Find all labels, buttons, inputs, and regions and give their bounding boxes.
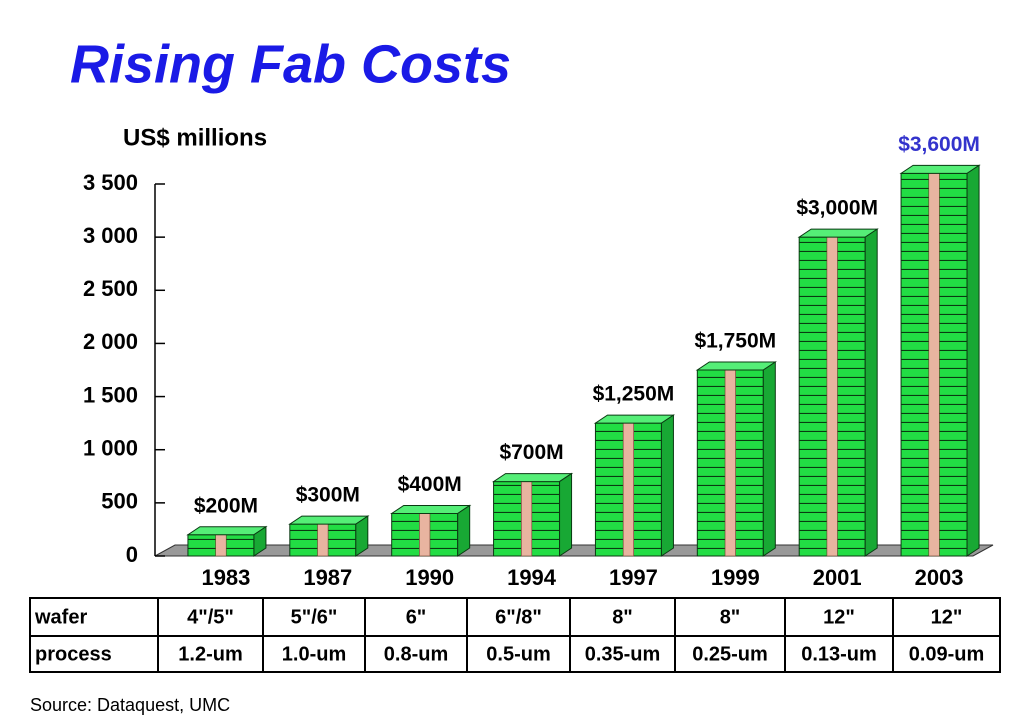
y-tick-label: 3 500	[83, 170, 138, 195]
bar-top	[593, 414, 676, 424]
value-label: $200M	[194, 494, 258, 517]
x-tick-label: 1983	[201, 565, 250, 590]
x-tick-label: 1999	[711, 565, 760, 590]
table-cell: 6"/8"	[495, 606, 542, 628]
y-tick-label: 1 500	[83, 382, 138, 407]
bar-top	[390, 504, 472, 514]
table-cell: 8"	[612, 606, 633, 628]
bar-band	[724, 369, 736, 557]
bar-top	[797, 228, 879, 238]
x-tick-label: 2001	[813, 565, 862, 590]
table-cell: process	[35, 643, 112, 665]
y-tick-label: 0	[126, 542, 138, 567]
x-tick-label: 1987	[303, 565, 352, 590]
bar-side	[355, 515, 369, 557]
bar-side	[762, 361, 776, 557]
value-label: $1,250M	[593, 383, 675, 406]
y-axis-label: US$ millions	[123, 124, 267, 151]
source: Source: Dataquest, UMC	[30, 695, 230, 715]
bar-top	[695, 361, 777, 371]
bar-band	[928, 173, 940, 557]
table-cell: 0.09-um	[909, 643, 985, 665]
bar-top	[288, 515, 370, 525]
bar-top	[899, 164, 981, 174]
bar-band	[419, 513, 431, 557]
bar-side	[559, 472, 573, 557]
value-label: $1,750M	[694, 330, 776, 353]
table-cell: 0.35-um	[585, 643, 661, 665]
y-tick-label: 2 000	[83, 329, 138, 354]
bar-side	[253, 525, 267, 557]
table-cell: 4"/5"	[187, 606, 234, 628]
bar-side	[966, 164, 980, 557]
table-cell: 5"/6"	[291, 606, 338, 628]
bar-side	[864, 228, 878, 557]
table-cell: 12"	[823, 606, 855, 628]
table-cell: 1.2-um	[178, 643, 242, 665]
x-tick-label: 1994	[507, 565, 557, 590]
y-tick-label: 1 000	[83, 436, 138, 461]
value-label: $3,600M	[898, 133, 980, 156]
y-tick-label: 3 000	[83, 223, 138, 248]
table-cell: 0.13-um	[801, 643, 877, 665]
value-label: $300M	[296, 484, 360, 507]
table-cell: 1.0-um	[282, 643, 346, 665]
value-label: $3,000M	[796, 197, 878, 220]
bar-top	[491, 473, 574, 483]
table-cell: 0.8-um	[384, 643, 448, 665]
y-tick-label: 2 500	[83, 276, 138, 301]
bar-band	[215, 534, 227, 557]
value-label: $400M	[398, 473, 462, 496]
table-cell: 0.5-um	[486, 643, 550, 665]
x-tick-label: 1997	[609, 565, 658, 590]
table-cell: 12"	[931, 606, 963, 628]
table-cell: 8"	[720, 606, 741, 628]
bar-side	[457, 504, 471, 557]
table-cell: 6"	[406, 606, 427, 628]
x-tick-label: 2003	[915, 565, 964, 590]
bar-band	[622, 422, 635, 557]
y-tick-label: 500	[101, 489, 138, 514]
bar-band	[520, 481, 533, 557]
x-tick-label: 1990	[405, 565, 454, 590]
chart-title: Rising Fab Costs	[70, 34, 511, 94]
table-cell: wafer	[34, 606, 87, 628]
bar-band	[317, 523, 329, 557]
value-label: $700M	[499, 441, 563, 464]
bar-top	[186, 526, 268, 536]
bar-band	[826, 236, 838, 557]
table-cell: 0.25-um	[692, 643, 768, 665]
bar-side	[660, 414, 674, 557]
